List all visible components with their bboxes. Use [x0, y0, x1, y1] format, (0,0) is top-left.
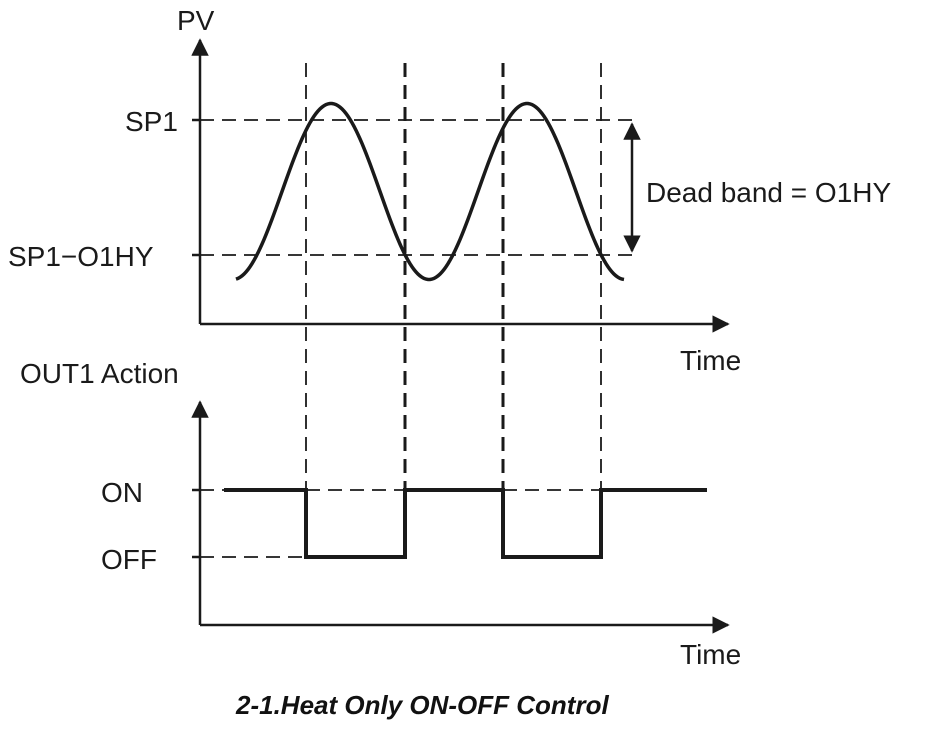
figure-caption: 2-1.Heat Only ON-OFF Control	[235, 690, 609, 720]
pv-axis-label: PV	[177, 5, 215, 36]
dead-band-label: Dead band = O1HY	[646, 177, 891, 208]
sp1-minus-hy-label: SP1−O1HY	[8, 241, 154, 272]
out1-signal	[224, 488, 707, 559]
time-axis-label-bottom: Time	[680, 639, 741, 670]
on-state-label: ON	[101, 477, 143, 508]
off-state-label: OFF	[101, 544, 157, 575]
time-axis-label-top: Time	[680, 345, 741, 376]
out1-action-label: OUT1 Action	[20, 358, 179, 389]
pv-curve	[235, 101, 625, 282]
sp1-label: SP1	[125, 106, 178, 137]
